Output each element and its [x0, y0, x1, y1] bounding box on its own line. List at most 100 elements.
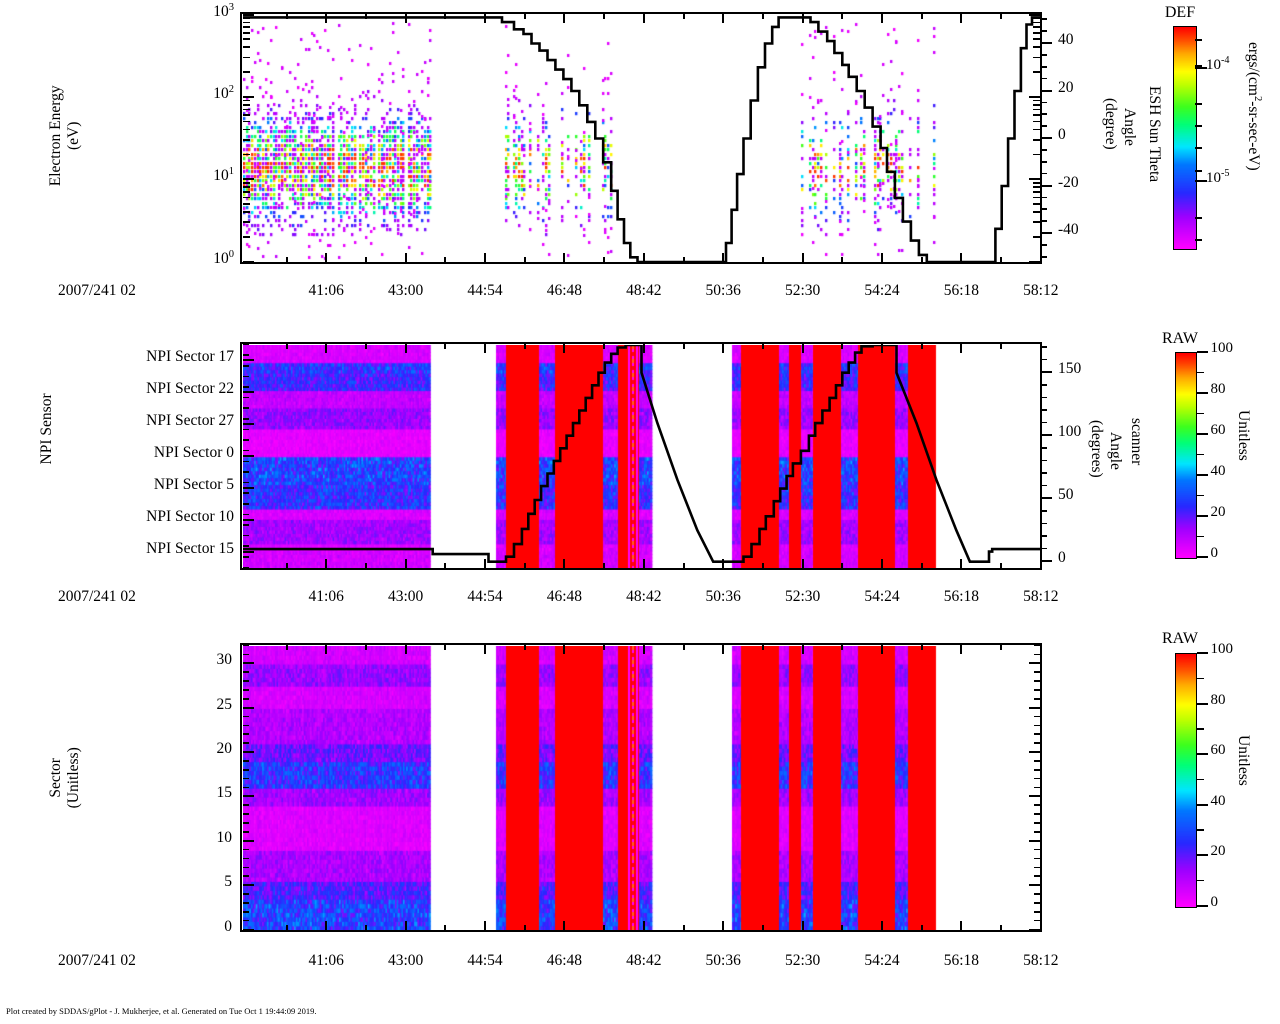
tick-mark [1039, 547, 1047, 550]
tick-mark [1196, 702, 1208, 705]
tick-mark [242, 644, 249, 647]
panel1-colorbar-unit: ergs/(cm2-sr-sec-eV) [1245, 42, 1264, 171]
panel2-colorbar-label: 60 [1210, 422, 1226, 438]
tick-mark [682, 925, 685, 930]
tick-mark [1028, 795, 1040, 798]
tick-mark [1196, 905, 1208, 907]
tick-mark [841, 563, 844, 568]
tick-mark [242, 21, 250, 24]
tick-mark [881, 14, 883, 23]
tick-mark [1196, 515, 1208, 517]
tick-mark [242, 857, 249, 860]
tick-mark [960, 253, 963, 262]
tick-mark [722, 14, 725, 23]
tick-mark [404, 645, 407, 654]
tick-mark [1028, 13, 1040, 16]
tick-mark [1039, 346, 1047, 348]
tick-mark [242, 31, 250, 34]
tick-mark [563, 921, 566, 930]
tick-mark [1032, 153, 1040, 156]
x-tick-label: 50:36 [705, 588, 741, 605]
tick-mark [242, 795, 254, 798]
tick-mark [1032, 26, 1040, 29]
tick-mark [563, 559, 566, 568]
tick-mark [1039, 409, 1047, 411]
panel3-ytick-label: 5 [224, 873, 232, 891]
tick-mark [242, 875, 249, 878]
tick-mark [404, 253, 407, 262]
tick-mark [242, 56, 250, 59]
tick-mark [1028, 839, 1040, 842]
tick-mark [1033, 653, 1040, 656]
tick-mark [1196, 412, 1204, 415]
tick-mark [1039, 497, 1052, 500]
tick-mark [242, 423, 254, 426]
tick-mark [1033, 866, 1040, 869]
tick-mark [242, 71, 250, 73]
tick-mark [242, 428, 249, 431]
x-tick-label: 52:30 [784, 588, 821, 605]
tick-mark [285, 14, 288, 19]
x-tick-label: 58:12 [1023, 282, 1059, 299]
panel3-left-title-line2: (Unitless) [65, 747, 82, 809]
x-tick-label: 46:48 [546, 952, 583, 969]
panel3-ytick-label: 20 [216, 740, 233, 757]
tick-mark [242, 550, 254, 553]
tick-mark [563, 645, 566, 654]
tick-mark [242, 359, 254, 362]
tick-mark [1039, 510, 1047, 512]
tick-mark [1033, 777, 1040, 780]
panel2-ytick-label: NPI Sector 15 [146, 539, 234, 557]
tick-mark [1039, 244, 1047, 246]
tick-mark [1028, 706, 1040, 709]
panel3-ytick-label: 0 [224, 917, 232, 935]
tick-mark [484, 921, 486, 930]
tick-mark [1039, 421, 1047, 424]
tick-mark [920, 925, 923, 930]
tick-mark [242, 689, 249, 691]
tick-mark [242, 524, 249, 526]
tick-mark [242, 831, 249, 833]
tick-mark [285, 563, 288, 568]
tick-mark [523, 14, 526, 19]
tick-mark [242, 128, 250, 131]
tick-mark [1039, 196, 1047, 199]
tick-mark [242, 13, 254, 16]
tick-mark [722, 253, 725, 262]
tick-mark [920, 645, 923, 650]
panel2-x-start-label: 2007/241 02 [58, 588, 136, 605]
tick-mark [1000, 14, 1003, 19]
tick-mark [242, 680, 249, 682]
panel2-colorbar-unit: Unitless [1235, 410, 1252, 461]
tick-mark [603, 563, 606, 568]
panel3-colorbar-label: 0 [1210, 894, 1219, 910]
tick-mark [1195, 239, 1202, 241]
tick-mark [1028, 178, 1040, 181]
tick-mark [1028, 751, 1040, 753]
tick-mark [841, 14, 844, 19]
tick-mark [603, 925, 606, 930]
tick-mark [1032, 191, 1040, 193]
x-tick-label: 43:00 [387, 282, 424, 299]
panel3-x-start-label: 2007/241 02 [58, 952, 136, 969]
tick-mark [1039, 344, 1042, 353]
x-tick-label: 43:00 [387, 588, 424, 605]
tick-mark [1196, 829, 1204, 831]
tick-mark [242, 513, 249, 516]
tick-mark [364, 925, 367, 930]
tick-mark [404, 14, 407, 23]
x-tick-label: 48:42 [626, 282, 662, 299]
panel3-ytick-label: 25 [216, 695, 233, 713]
tick-mark [285, 645, 288, 650]
tick-mark [1039, 559, 1042, 568]
tick-mark [325, 14, 328, 23]
footer-credit: Plot created by SDDAS/gPlot - J. Mukherj… [6, 1006, 317, 1016]
tick-mark [1039, 42, 1052, 44]
tick-mark [1196, 728, 1204, 730]
tick-mark [1032, 56, 1040, 59]
tick-mark [1196, 453, 1204, 456]
tick-mark [242, 893, 249, 895]
x-tick-label: 43:00 [387, 952, 424, 969]
tick-mark [881, 645, 883, 654]
